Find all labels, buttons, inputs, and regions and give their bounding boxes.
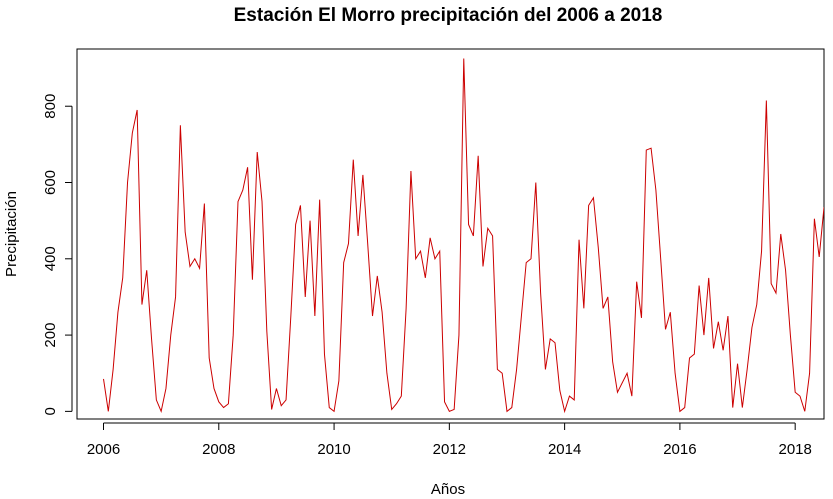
y-tick-label: 400 <box>42 246 59 271</box>
x-axis: 2006 2008 2010 2012 2014 2016 2018 <box>87 422 812 458</box>
x-tick-label: 2008 <box>202 441 235 458</box>
y-axis: 0 200 400 600 800 <box>42 94 73 416</box>
y-tick-label: 800 <box>42 94 59 119</box>
x-tick-label: 2014 <box>548 441 581 458</box>
x-tick-label: 2018 <box>778 441 811 458</box>
x-tick-label: 2012 <box>433 441 466 458</box>
x-tick-label: 2006 <box>87 441 120 458</box>
series-line-0 <box>103 58 824 414</box>
x-tick-label: 2016 <box>663 441 696 458</box>
x-axis-label: Años <box>431 481 465 498</box>
plot-border <box>76 48 825 420</box>
y-tick-label: 600 <box>42 170 59 195</box>
y-tick-label: 200 <box>42 323 59 348</box>
y-tick-label: 0 <box>42 407 59 415</box>
plot-area <box>103 58 824 414</box>
chart-title: Estación El Morro precipitación del 2006… <box>234 5 663 26</box>
x-tick-label: 2010 <box>317 441 350 458</box>
y-axis-label: Precipitación <box>3 191 20 277</box>
